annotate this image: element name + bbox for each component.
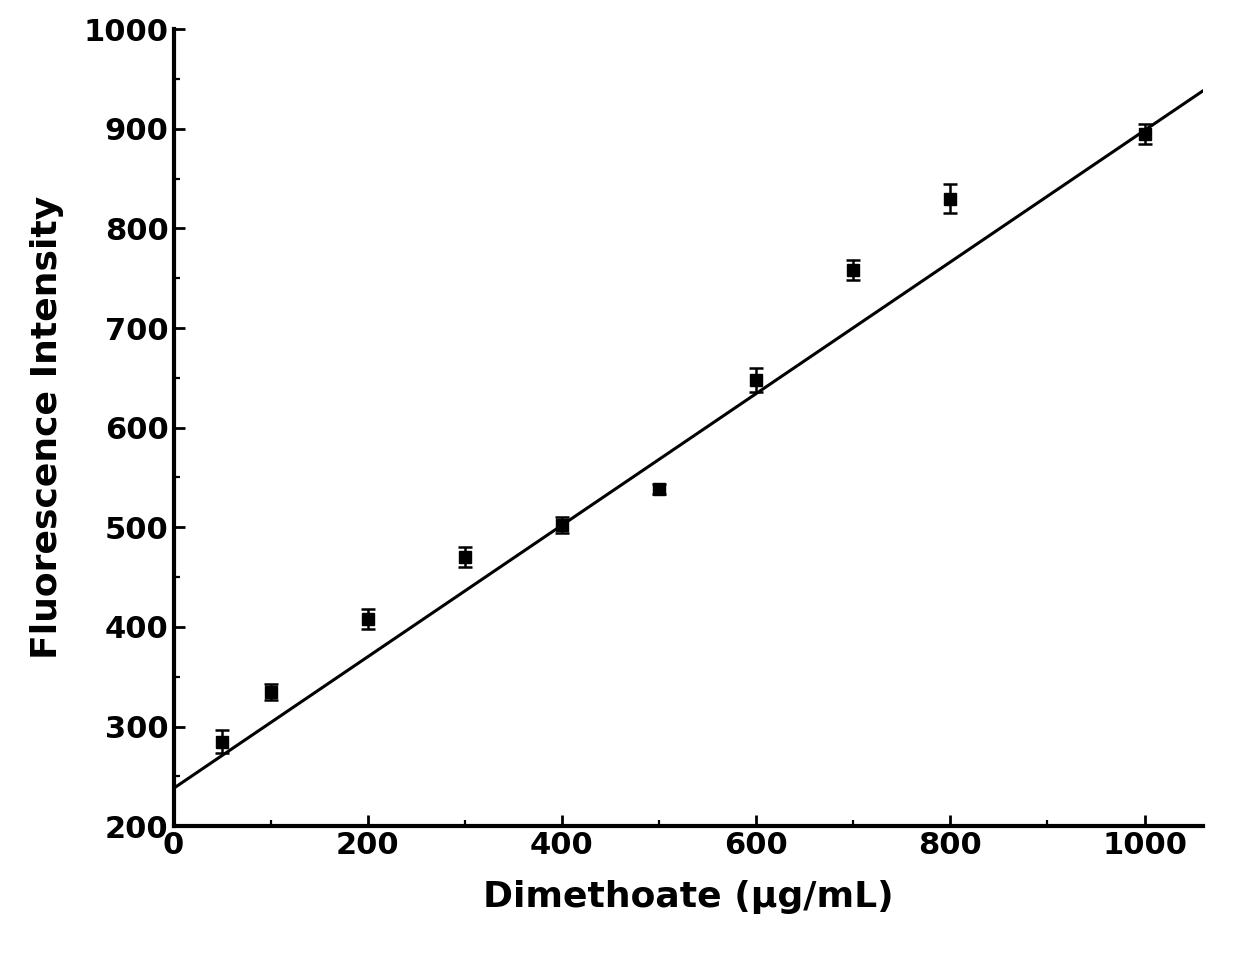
- Y-axis label: Fluorescence Intensity: Fluorescence Intensity: [30, 196, 64, 659]
- X-axis label: Dimethoate (μg/mL): Dimethoate (μg/mL): [482, 880, 894, 914]
